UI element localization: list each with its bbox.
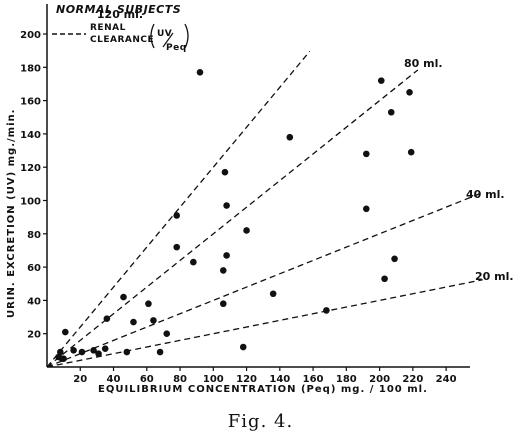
data-point <box>173 212 181 219</box>
y-tick-label: 140 <box>20 130 41 141</box>
clearance-line-label: 20 ml. <box>475 270 514 283</box>
data-point <box>362 205 370 213</box>
data-point <box>407 148 415 156</box>
x-tick-label: 100 <box>203 374 224 385</box>
x-tick-label: 40 <box>107 374 121 385</box>
x-tick-label: 220 <box>402 374 423 385</box>
data-point <box>406 88 413 96</box>
x-tick-label: 20 <box>73 374 87 385</box>
data-point <box>156 348 164 356</box>
x-tick-label: 60 <box>140 374 154 385</box>
data-point <box>223 252 230 259</box>
data-point <box>90 347 97 354</box>
clearance-line <box>46 191 483 368</box>
legend-fraction-slash <box>162 32 174 48</box>
data-point <box>78 348 86 356</box>
legend: RENAL CLEARANCE UV Peq <box>52 23 189 53</box>
y-tick-label: 40 <box>27 296 41 307</box>
clearance-line <box>46 279 483 368</box>
x-tick-label: 180 <box>336 374 357 385</box>
legend-formula-top: UV <box>157 29 172 39</box>
data-point <box>120 293 127 301</box>
data-point <box>145 300 152 308</box>
legend-line2: CLEARANCE <box>90 35 154 45</box>
axes <box>46 4 470 368</box>
data-point <box>381 275 388 283</box>
data-point <box>163 330 171 338</box>
x-tick-label: 140 <box>269 374 290 385</box>
x-tick-label: 240 <box>436 374 457 385</box>
data-point <box>173 243 181 251</box>
data-point <box>190 258 197 266</box>
data-point <box>243 227 250 234</box>
y-tick-label: 120 <box>20 163 41 174</box>
data-point <box>123 348 131 356</box>
legend-close-paren <box>184 23 189 49</box>
y-tick-label: 60 <box>27 263 41 274</box>
data-point <box>377 77 385 84</box>
data-point <box>103 315 111 323</box>
x-axis-title: EQUILIBRIUM CONCENTRATION (Peq) mg. / 10… <box>98 384 428 395</box>
data-point <box>196 68 204 76</box>
data-point <box>269 290 277 298</box>
clearance-line-label: 40 ml. <box>466 188 505 201</box>
data-point <box>101 345 109 352</box>
clearance-line-label: 80 ml. <box>404 57 443 70</box>
data-point <box>150 317 157 324</box>
data-point <box>323 307 330 314</box>
x-tick-label: 160 <box>303 374 324 385</box>
data-point <box>221 168 229 176</box>
data-points <box>55 68 415 362</box>
data-point <box>130 318 137 326</box>
legend-formula-bottom: Peq <box>166 43 187 53</box>
data-point <box>219 267 227 274</box>
y-ticks: 20 40 60 80 100 120 140 160 180 200 <box>20 30 47 341</box>
legend-line1: RENAL <box>90 23 126 33</box>
data-point <box>70 347 77 354</box>
clearance-line-label: 120 ml. <box>97 8 143 21</box>
data-point <box>61 328 69 336</box>
data-point <box>239 343 247 351</box>
data-point <box>57 348 64 356</box>
chart-title: NORMAL SUBJECTS <box>56 3 181 16</box>
reference-lines <box>46 50 483 368</box>
y-tick-label: 200 <box>20 30 41 41</box>
x-tick-label: 200 <box>369 374 390 385</box>
data-point <box>219 300 227 308</box>
data-point <box>362 150 370 158</box>
legend-open-paren <box>150 23 155 49</box>
x-tick-label: 80 <box>173 374 187 385</box>
data-point <box>387 108 395 116</box>
data-point <box>95 350 102 357</box>
data-point <box>391 255 398 263</box>
data-point <box>60 355 67 362</box>
y-axis-title: URIN. EXCRETION (UV) mg./min. <box>6 109 17 318</box>
figure-caption: Fig. 4. <box>227 411 294 432</box>
y-tick-label: 160 <box>20 97 41 108</box>
y-tick-label: 20 <box>27 330 41 341</box>
clearance-line <box>46 69 419 368</box>
data-point <box>286 133 294 141</box>
x-tick-label: 120 <box>236 374 257 385</box>
y-tick-label: 80 <box>27 230 41 241</box>
y-tick-label: 100 <box>20 197 41 208</box>
data-point <box>223 202 230 209</box>
clearance-line <box>46 50 311 368</box>
x-ticks: 20 40 60 80 100 120 140 160 180 200 220 240 <box>73 367 457 385</box>
reference-line-labels: 120 ml. 80 ml. 40 ml. 20 ml. <box>97 8 514 283</box>
y-tick-label: 180 <box>20 63 41 74</box>
